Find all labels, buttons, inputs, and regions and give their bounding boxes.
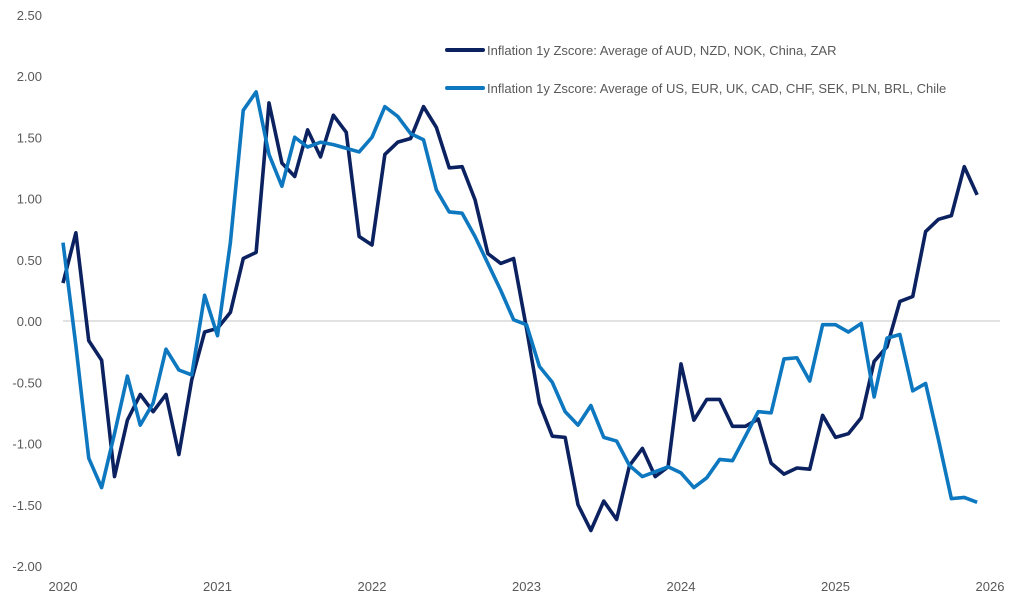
x-tick-label: 2021 — [203, 579, 232, 594]
x-tick-label: 2024 — [667, 579, 696, 594]
legend-label: Inflation 1y Zscore: Average of US, EUR,… — [487, 80, 947, 96]
y-tick-label: -2.00 — [12, 559, 42, 574]
legend-item-series-2: Inflation 1y Zscore: Average of US, EUR,… — [445, 78, 946, 98]
y-tick-label: 2.00 — [17, 69, 42, 84]
y-tick-label: -0.50 — [12, 375, 42, 390]
x-tick-label: 2025 — [821, 579, 850, 594]
x-tick-label: 2022 — [358, 579, 387, 594]
y-axis-ticks: 2.50 2.00 1.50 1.00 0.50 0.00 -0.50 -1.00 -1.50 -… — [12, 8, 42, 574]
y-tick-label: -1.50 — [12, 498, 42, 513]
y-tick-label: 0.00 — [17, 314, 42, 329]
legend-item-series-1: Inflation 1y Zscore: Average of AUD, NZD… — [445, 40, 946, 60]
legend-label: Inflation 1y Zscore: Average of AUD, NZD… — [487, 42, 837, 58]
y-tick-label: 2.50 — [17, 8, 42, 23]
y-tick-label: 1.00 — [17, 192, 42, 207]
x-tick-label: 2020 — [49, 579, 78, 594]
x-tick-label: 2023 — [512, 579, 541, 594]
x-tick-label: 2026 — [976, 579, 1005, 594]
y-tick-label: -1.00 — [12, 437, 42, 452]
y-tick-label: 0.50 — [17, 253, 42, 268]
series-lines — [61, 90, 979, 533]
legend-swatch-dark — [445, 48, 485, 52]
legend: Inflation 1y Zscore: Average of AUD, NZD… — [445, 40, 946, 116]
legend-swatch-light — [445, 86, 485, 90]
x-axis-ticks: 2020 2021 2022 2023 2024 2025 2026 — [49, 579, 1005, 594]
y-tick-label: 1.50 — [17, 130, 42, 145]
series-line-2 — [61, 90, 978, 504]
